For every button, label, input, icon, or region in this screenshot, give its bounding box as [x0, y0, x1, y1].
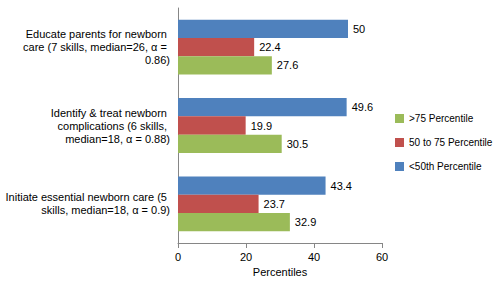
svg-text:<50th Percentile: <50th Percentile — [409, 161, 482, 172]
svg-text:median=18, α = 0.88): median=18, α = 0.88) — [65, 133, 170, 145]
svg-text:skills, median=18, α = 0.9): skills, median=18, α = 0.9) — [41, 204, 170, 216]
svg-text:19.9: 19.9 — [251, 120, 272, 132]
svg-text:Educate parents for newborn: Educate parents for newborn — [26, 28, 170, 40]
svg-text:43.4: 43.4 — [331, 180, 352, 192]
svg-text:0: 0 — [175, 251, 181, 263]
svg-text:50: 50 — [353, 23, 365, 35]
svg-text:care (7 skills, median=26, α =: care (7 skills, median=26, α = — [23, 41, 170, 53]
svg-text:complications (6 skills,: complications (6 skills, — [58, 120, 170, 132]
svg-text:40: 40 — [308, 251, 320, 263]
svg-text:>75 Percentile: >75 Percentile — [409, 113, 474, 124]
svg-text:49.6: 49.6 — [352, 101, 373, 113]
svg-text:30.5: 30.5 — [287, 138, 308, 150]
svg-text:Percentiles: Percentiles — [253, 266, 308, 278]
svg-text:32.9: 32.9 — [295, 216, 316, 228]
svg-text:Initiate essential newborn car: Initiate essential newborn care (5 — [6, 191, 170, 203]
svg-text:23.7: 23.7 — [264, 198, 285, 210]
svg-text:27.6: 27.6 — [277, 59, 298, 71]
svg-text:50 to 75 Percentile: 50 to 75 Percentile — [409, 137, 493, 148]
svg-text:Identify & treat newborn: Identify & treat newborn — [51, 107, 170, 119]
svg-text:22.4: 22.4 — [259, 41, 280, 53]
svg-text:60: 60 — [376, 251, 388, 263]
svg-text:0.86): 0.86) — [145, 54, 170, 66]
svg-text:20: 20 — [240, 251, 252, 263]
